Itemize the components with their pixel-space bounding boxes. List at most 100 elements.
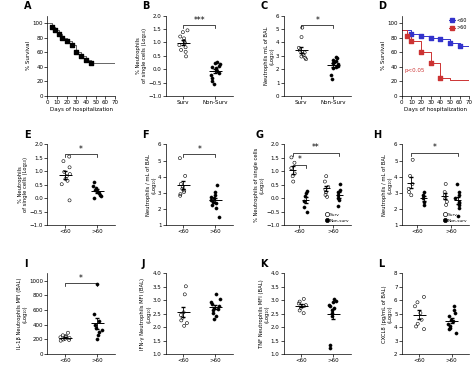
- Point: [91, 186, 99, 193]
- Text: ***: ***: [193, 16, 205, 25]
- Legend: Surv, Non-surv: Surv, Non-surv: [444, 212, 467, 223]
- Text: C: C: [260, 1, 267, 11]
- Point: [213, 182, 221, 188]
- Text: *: *: [79, 273, 83, 282]
- Point: [450, 318, 457, 324]
- Point: [63, 173, 71, 179]
- Point: [209, 307, 217, 314]
- Point: [335, 194, 342, 201]
- Point: [444, 321, 452, 327]
- Point: [291, 170, 299, 177]
- Point: [212, 205, 220, 211]
- Point: [216, 303, 223, 309]
- Point: [334, 61, 342, 67]
- Point: [409, 181, 416, 187]
- Point: [447, 317, 454, 323]
- Point: [328, 307, 336, 314]
- Point: [302, 56, 310, 62]
- Point: [296, 307, 303, 314]
- Point: [334, 55, 341, 61]
- Point: [92, 185, 100, 191]
- Y-axis label: Neutrophils / mL of BAL
(Log₁₀): Neutrophils / mL of BAL (Log₁₀): [382, 154, 392, 216]
- Point: [61, 336, 69, 342]
- Y-axis label: % Survival: % Survival: [381, 41, 386, 70]
- Text: A: A: [24, 1, 31, 11]
- Point: [82, 56, 90, 63]
- Point: [57, 338, 64, 344]
- Point: [181, 291, 189, 298]
- Point: [207, 197, 215, 203]
- Text: K: K: [260, 259, 267, 269]
- Point: [408, 192, 415, 198]
- Point: [215, 214, 222, 220]
- Point: [452, 310, 459, 316]
- Y-axis label: IFN-γ Neutrophils MFI (BAL)
(Log₁₀): IFN-γ Neutrophils MFI (BAL) (Log₁₀): [140, 278, 151, 350]
- Text: J: J: [142, 259, 146, 269]
- Text: *: *: [432, 143, 436, 152]
- Point: [452, 330, 460, 336]
- Point: [417, 33, 425, 39]
- Point: [417, 49, 425, 55]
- Point: [295, 45, 303, 51]
- Point: [334, 203, 342, 209]
- Point: [216, 296, 224, 302]
- Point: [420, 199, 428, 205]
- Point: [299, 51, 307, 57]
- Point: [301, 193, 309, 199]
- Point: [289, 173, 296, 179]
- Point: [212, 313, 219, 319]
- Point: [403, 33, 410, 39]
- Point: [212, 65, 220, 71]
- Point: [301, 198, 308, 205]
- Point: [68, 42, 75, 48]
- Point: [332, 298, 339, 304]
- Point: [288, 154, 295, 161]
- Point: [58, 34, 66, 40]
- Y-axis label: TNF Neutrophils MFI (BAL)
(Log₁₀): TNF Neutrophils MFI (BAL) (Log₁₀): [258, 279, 269, 348]
- Point: [96, 190, 103, 196]
- Point: [328, 76, 336, 82]
- Point: [322, 192, 329, 198]
- Point: [455, 199, 463, 205]
- Point: [66, 164, 73, 170]
- Legend: Surv, Non-surv: Surv, Non-surv: [326, 212, 349, 223]
- Point: [212, 66, 220, 72]
- Point: [334, 62, 342, 68]
- Point: [98, 327, 106, 333]
- Point: [181, 323, 188, 329]
- Text: D: D: [378, 1, 386, 11]
- Point: [97, 192, 104, 198]
- Point: [456, 43, 464, 49]
- Point: [95, 318, 103, 324]
- Point: [420, 326, 428, 332]
- Point: [455, 202, 463, 208]
- Point: [455, 200, 463, 207]
- Point: [405, 189, 413, 195]
- Point: [330, 59, 338, 65]
- Text: H: H: [374, 130, 382, 140]
- Point: [427, 60, 435, 66]
- Point: [446, 40, 454, 47]
- Point: [209, 301, 216, 307]
- Point: [207, 72, 215, 78]
- Point: [58, 181, 65, 187]
- Point: [211, 60, 219, 67]
- Point: [303, 209, 310, 215]
- Point: [66, 171, 73, 177]
- Point: [300, 310, 308, 316]
- Point: [181, 40, 189, 46]
- Point: [91, 321, 99, 328]
- Point: [212, 291, 220, 298]
- Text: B: B: [142, 1, 149, 11]
- Point: [93, 336, 101, 342]
- Point: [77, 53, 85, 59]
- Point: [176, 33, 184, 40]
- Point: [211, 192, 219, 198]
- Point: [93, 187, 101, 194]
- Point: [301, 49, 309, 56]
- Point: [300, 204, 308, 210]
- Point: [329, 60, 337, 66]
- Point: [51, 27, 59, 33]
- Point: [332, 58, 340, 64]
- Text: **: **: [312, 143, 320, 152]
